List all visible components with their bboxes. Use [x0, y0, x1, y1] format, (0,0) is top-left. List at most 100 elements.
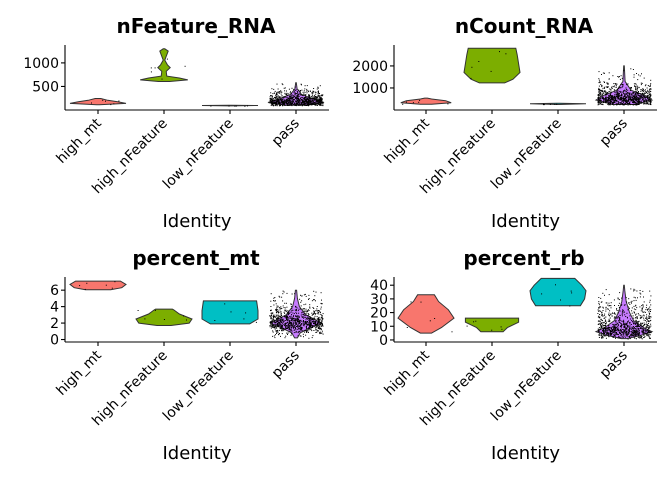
data-point: [287, 102, 289, 103]
data-point: [638, 98, 640, 100]
data-point: [598, 320, 600, 322]
data-point: [597, 94, 599, 95]
data-point: [287, 94, 289, 96]
data-point: [318, 94, 320, 96]
data-point: [638, 331, 640, 333]
data-point: [602, 320, 603, 322]
data-point: [650, 102, 652, 104]
data-point: [603, 322, 605, 324]
data-point: [617, 297, 619, 299]
data-point: [622, 310, 624, 312]
data-point: [306, 104, 308, 106]
data-point: [624, 330, 626, 332]
data-point: [293, 322, 295, 324]
data-point: [278, 99, 280, 101]
data-point: [301, 103, 303, 105]
data-point: [617, 97, 619, 99]
data-point: [287, 99, 289, 101]
data-point: [634, 332, 636, 334]
data-point: [276, 99, 278, 101]
data-point: [310, 98, 312, 100]
data-point: [307, 102, 309, 104]
data-point: [629, 102, 631, 104]
data-point: [641, 324, 643, 326]
data-point: [648, 321, 650, 323]
data-point: [633, 335, 635, 337]
data-point: [631, 103, 633, 105]
data-point: [296, 319, 298, 321]
data-point: [315, 97, 317, 99]
data-point: [614, 95, 616, 97]
data-point: [624, 96, 626, 98]
data-point: [643, 336, 645, 338]
data-point: [302, 321, 304, 323]
data-point: [608, 98, 610, 99]
data-point: [276, 332, 277, 334]
data-point: [271, 102, 273, 104]
data-point: [647, 308, 649, 310]
data-point: [282, 321, 284, 323]
data-point: [320, 100, 321, 102]
data-point: [621, 99, 623, 101]
data-point: [281, 307, 283, 309]
data-point: [305, 98, 307, 100]
data-point: [276, 91, 278, 93]
data-point: [307, 310, 309, 312]
data-point: [612, 99, 614, 101]
data-point: [618, 302, 620, 304]
data-point: [319, 323, 321, 325]
data-point: [274, 323, 276, 325]
data-point: [608, 329, 610, 331]
data-point: [597, 104, 599, 106]
data-point: [286, 102, 288, 104]
data-point: [289, 327, 291, 329]
data-point: [295, 315, 297, 317]
data-point: [308, 337, 310, 339]
data-point: [636, 330, 638, 331]
data-point: [281, 327, 283, 329]
data-point: [603, 101, 605, 103]
data-point: [599, 310, 601, 312]
data-point: [294, 326, 296, 328]
data-point: [290, 91, 291, 93]
data-point: [607, 333, 609, 335]
data-point: [643, 301, 645, 303]
data-point: [618, 76, 620, 77]
data-point: [293, 332, 295, 334]
data-point: [627, 334, 629, 336]
data-point: [621, 297, 623, 299]
data-point: [631, 300, 633, 302]
data-point: [635, 305, 637, 307]
data-point: [321, 320, 323, 322]
data-point: [637, 99, 639, 100]
data-point: [308, 95, 310, 97]
data-point: [297, 101, 299, 103]
data-point: [317, 100, 319, 102]
data-point: [611, 332, 613, 334]
data-point: [645, 330, 647, 332]
y-tick-label: 6: [50, 283, 59, 299]
data-point: [86, 282, 88, 284]
data-point: [647, 323, 649, 324]
data-point: [635, 102, 637, 104]
data-point: [299, 104, 301, 106]
data-point: [279, 101, 280, 103]
data-point: [607, 86, 609, 88]
data-point: [603, 335, 605, 337]
data-point: [600, 306, 602, 308]
data-point: [648, 316, 650, 318]
data-point: [301, 327, 303, 329]
data-point: [306, 101, 308, 103]
points-high_mt: [79, 281, 116, 290]
data-point: [650, 325, 652, 327]
data-point: [631, 310, 633, 312]
data-point: [634, 101, 636, 103]
data-point: [614, 330, 616, 332]
data-point: [284, 312, 286, 314]
data-point: [313, 323, 314, 324]
data-point: [609, 329, 611, 331]
data-point: [647, 335, 649, 337]
data-point: [613, 299, 615, 301]
data-point: [627, 306, 629, 308]
data-point: [598, 71, 600, 73]
